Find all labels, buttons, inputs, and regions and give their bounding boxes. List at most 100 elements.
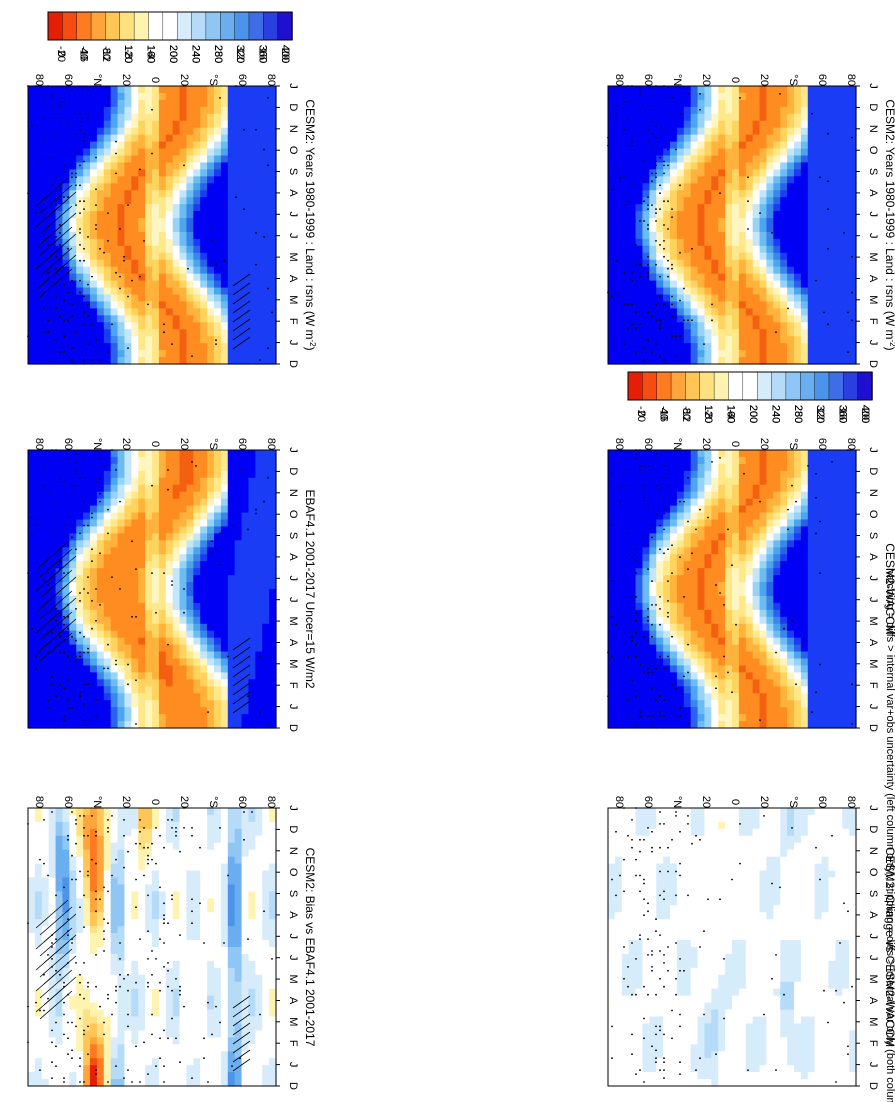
heatmap-cell <box>200 988 208 997</box>
heatmap-cell <box>248 658 256 667</box>
heatmap-cell <box>227 884 236 892</box>
heatmap-cell <box>255 821 263 830</box>
stipple-dot <box>59 244 61 246</box>
heatmap-cell <box>28 933 36 941</box>
heatmap-cell <box>269 842 277 851</box>
x-tick-label: N <box>287 489 299 497</box>
heatmap-cell <box>241 477 250 486</box>
heatmap-cell <box>103 245 112 254</box>
heatmap-cell <box>241 92 250 101</box>
heatmap-cell <box>179 211 188 219</box>
stipple-dot <box>123 866 125 869</box>
heatmap-cell <box>117 231 126 240</box>
heatmap-cell <box>269 231 277 240</box>
heatmap-cell <box>131 884 139 892</box>
heatmap-cell <box>55 204 64 212</box>
heatmap-cell <box>165 294 174 303</box>
heatmap-cell <box>28 693 36 701</box>
heatmap-cell <box>193 329 201 337</box>
heatmap-cell <box>124 106 132 115</box>
heatmap-cell <box>255 273 263 282</box>
heatmap-cell <box>34 211 43 219</box>
heatmap-cell <box>165 204 174 212</box>
heatmap-cell <box>34 1030 43 1038</box>
heatmap-cell <box>110 141 119 150</box>
heatmap-cell <box>158 512 167 521</box>
heatmap-cell <box>186 183 194 191</box>
heatmap-cell <box>69 835 77 844</box>
heatmap-cell <box>241 225 250 233</box>
heatmap-cell <box>200 113 208 122</box>
stipple-dot <box>43 862 45 865</box>
heatmap-cell <box>34 141 43 150</box>
heatmap-cell <box>83 1072 91 1080</box>
heatmap-cell <box>152 1002 160 1011</box>
heatmap-cell <box>207 1009 215 1018</box>
heatmap-cell <box>186 912 194 920</box>
heatmap-cell <box>90 336 98 344</box>
stipple-dot <box>51 946 53 948</box>
hatch-line <box>232 646 251 660</box>
stipple-dot <box>67 457 69 459</box>
heatmap-cell <box>248 960 256 969</box>
heatmap-cell <box>248 450 256 458</box>
heatmap-cell <box>48 357 57 365</box>
heatmap-cell <box>227 974 236 983</box>
heatmap-cell <box>76 86 84 94</box>
heatmap-cell <box>76 884 84 892</box>
heatmap-cell <box>131 134 139 143</box>
heatmap-cell <box>28 960 36 969</box>
heatmap-cell <box>83 1009 91 1018</box>
heatmap-cell <box>131 582 139 590</box>
heatmap-cell <box>96 849 105 858</box>
stipple-dot <box>151 152 153 155</box>
heatmap-cell <box>103 693 112 701</box>
heatmap-cell <box>262 183 270 191</box>
heatmap-cell <box>34 870 43 879</box>
heatmap-cell <box>55 540 64 548</box>
heatmap-cell <box>28 141 36 150</box>
heatmap-cell <box>255 169 263 177</box>
heatmap-cell <box>62 686 70 694</box>
heatmap-cell <box>214 336 222 344</box>
heatmap-cell <box>200 148 208 157</box>
heatmap-cell <box>131 856 139 865</box>
heatmap-cell <box>227 582 236 590</box>
heatmap-cell <box>145 245 153 254</box>
heatmap-cell <box>131 1065 139 1073</box>
heatmap-cell <box>262 1023 270 1031</box>
heatmap-cell <box>110 155 119 164</box>
heatmap-cell <box>200 644 208 653</box>
heatmap-cell <box>145 575 153 583</box>
heatmap-cell <box>200 350 208 358</box>
heatmap-cell <box>193 637 201 646</box>
heatmap-cell <box>207 148 215 157</box>
heatmap-cell <box>165 967 174 976</box>
heatmap-cell <box>34 491 43 500</box>
heatmap-cell <box>131 568 139 576</box>
x-tick-label: O <box>287 146 299 155</box>
heatmap-cell <box>41 1016 50 1025</box>
heatmap-cell <box>76 658 84 667</box>
heatmap-cell <box>186 609 194 618</box>
heatmap-cell <box>165 658 174 667</box>
heatmap-cell <box>90 86 98 94</box>
heatmap-cell <box>234 602 243 611</box>
heatmap-cell <box>90 953 98 962</box>
heatmap-cell <box>269 595 277 604</box>
heatmap-cell <box>48 863 57 872</box>
heatmap-cell <box>41 238 50 247</box>
heatmap-cell <box>200 308 208 316</box>
heatmap-cell <box>255 665 263 673</box>
heatmap-cell <box>90 1009 98 1018</box>
heatmap-cell <box>255 849 263 858</box>
heatmap-cell <box>193 301 201 309</box>
heatmap-cell <box>34 106 43 115</box>
heatmap-cell <box>220 491 229 500</box>
heatmap-cell <box>55 863 64 872</box>
heatmap-cell <box>220 912 229 920</box>
stipple-dot <box>79 973 81 976</box>
heatmap-cell <box>83 280 91 289</box>
heatmap-cell <box>152 995 160 1004</box>
stipple-dot <box>83 926 85 928</box>
